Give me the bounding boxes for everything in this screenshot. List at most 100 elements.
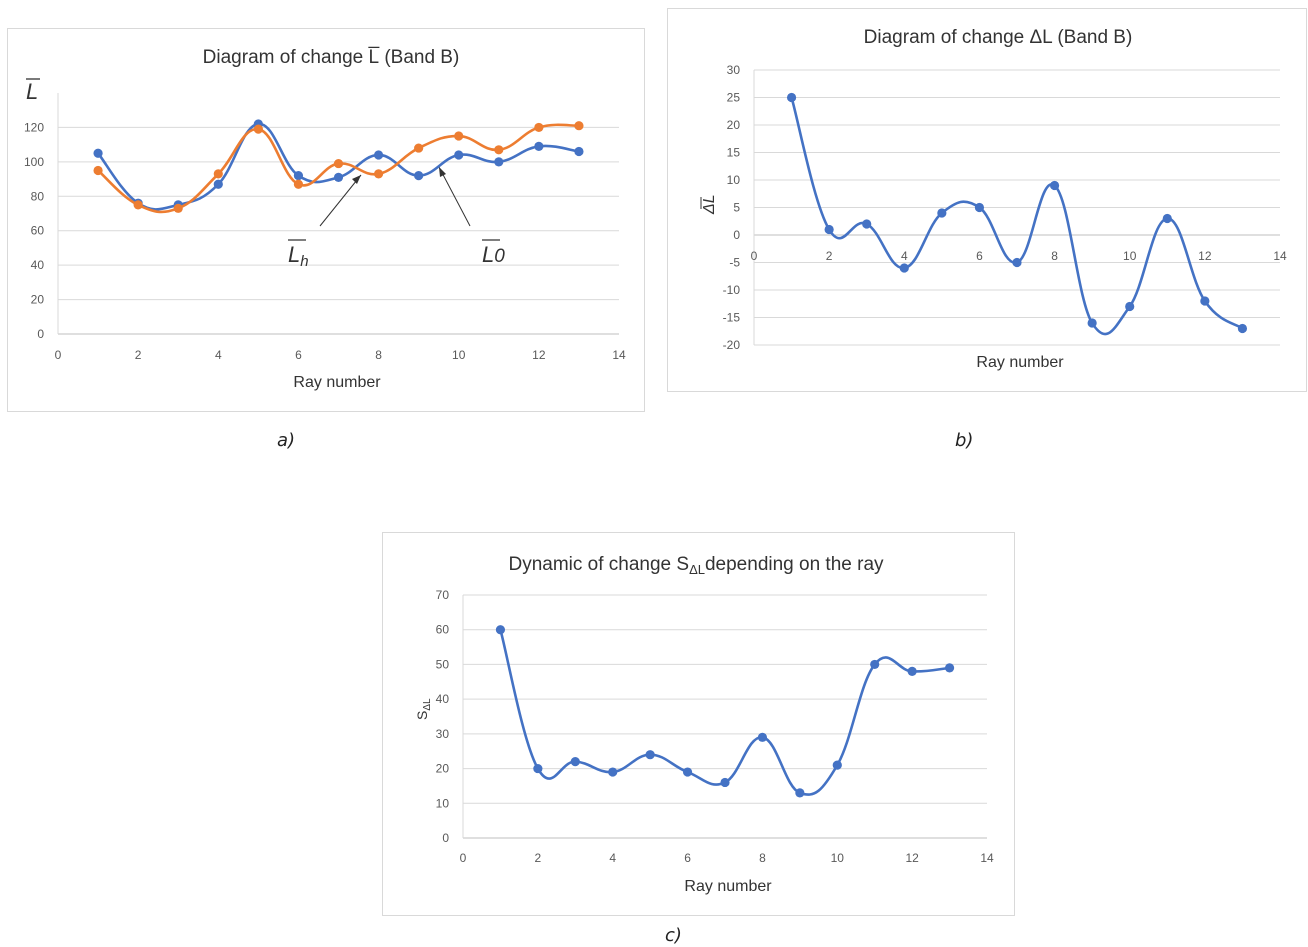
x-tick-label: 0 [751,249,758,263]
data-point [494,157,504,167]
x-tick-label: 8 [375,348,382,362]
x-tick-label: 4 [215,348,222,362]
data-point [1125,301,1135,312]
data-point [974,202,985,213]
data-point [1012,257,1022,268]
data-point [213,169,223,179]
data-point [414,143,424,153]
annotation-label-lh: Lh [288,242,309,270]
y-tick-label: 30 [727,63,741,77]
data-point [832,760,842,770]
data-point [373,169,384,179]
data-point [720,777,730,788]
y-tick-label: 70 [436,588,450,602]
y-tick-label: 5 [733,201,740,215]
data-point [795,788,805,798]
chart-a-svg: Diagram of change L̅ (Band B) L Ray numb… [24,47,626,391]
data-point [1200,296,1210,306]
data-point [533,763,543,774]
y-tick-label: 0 [733,228,740,242]
data-point [608,767,618,777]
x-tick-label: 10 [1123,249,1137,263]
caption-b: b) [955,430,974,451]
y-tick-label: 60 [31,224,45,238]
data-point [824,224,834,235]
chart-title: Diagram of change ΔL (Band B) [864,27,1133,48]
data-point [757,732,768,742]
data-point [944,663,955,673]
y-tick-label: -20 [723,338,741,352]
y-tick-label: 10 [436,796,450,810]
data-point [1162,213,1172,224]
y-tick-label: 0 [37,327,44,341]
x-axis-label: Ray number [684,878,772,895]
chart-panel-c: Dynamic of change SΔLdepending on the ra… [382,532,1015,916]
data-point [574,146,584,157]
annotation-label-l0: L0 [482,242,505,267]
data-point [899,263,909,273]
x-tick-label: 8 [1051,249,1058,263]
y-tick-label: 20 [727,118,741,132]
y-tick-label: 20 [31,293,45,307]
data-point [213,179,223,189]
data-point [570,757,580,767]
data-point [786,92,797,103]
y-tick-label: 10 [727,173,741,187]
x-tick-label: 12 [905,851,919,865]
data-point [93,165,103,176]
x-tick-label: 14 [1273,249,1287,263]
chart-b-svg: Diagram of change ΔL (Band B) ΔL Ray num… [700,27,1287,371]
x-tick-label: 4 [901,249,908,263]
data-point [133,200,143,210]
y-tick-label: -10 [723,283,741,297]
series-line [97,123,579,214]
y-tick-label: 20 [436,762,450,776]
data-point [682,767,693,777]
x-tick-label: 8 [759,851,766,865]
x-axis-label: Ray number [976,354,1064,371]
data-point [173,203,183,213]
x-tick-label: 10 [452,348,466,362]
y-tick-label: 0 [442,831,449,845]
y-axis-label: ΔL [701,194,718,215]
data-point [1049,180,1060,191]
y-tick-label: 40 [31,258,45,272]
y-tick-label: 80 [31,189,45,203]
data-point [534,122,544,133]
annotation-arrow-lh [319,174,362,227]
data-point [907,666,917,676]
annotation-arrowhead-lh [352,175,361,184]
data-point [373,150,384,160]
x-tick-label: 14 [980,851,994,865]
x-tick-label: 2 [535,851,542,865]
caption-c: c) [665,925,682,946]
data-point [1087,318,1097,328]
x-axis-label: Ray number [293,374,381,391]
data-point [454,131,464,141]
data-point [454,150,464,160]
chart-c-svg: Dynamic of change SΔLdepending on the ra… [414,554,994,895]
x-tick-label: 0 [55,348,62,362]
data-point [333,172,344,182]
x-tick-label: 12 [532,348,546,362]
data-point [495,625,506,635]
data-point [494,145,504,155]
caption-a: a) [277,430,296,451]
data-point [293,179,304,189]
chart-title: Dynamic of change SΔLdepending on the ra… [508,554,884,577]
x-tick-label: 6 [295,348,302,362]
chart-title: Diagram of change L̅ (Band B) [203,47,460,68]
chart-panel-a: Diagram of change L̅ (Band B) L Ray numb… [7,28,645,412]
y-tick-label: -15 [723,311,741,325]
y-tick-label: 30 [436,727,450,741]
y-tick-label: 120 [24,120,44,134]
x-tick-label: 6 [684,851,691,865]
y-tick-label: 100 [24,155,44,169]
y-tick-label: -5 [729,256,740,270]
data-point [937,208,947,218]
x-tick-label: 2 [826,249,833,263]
data-point [93,148,103,158]
data-point [574,121,584,131]
x-tick-label: 6 [976,249,983,263]
annotation-arrowhead-l0 [439,167,446,177]
